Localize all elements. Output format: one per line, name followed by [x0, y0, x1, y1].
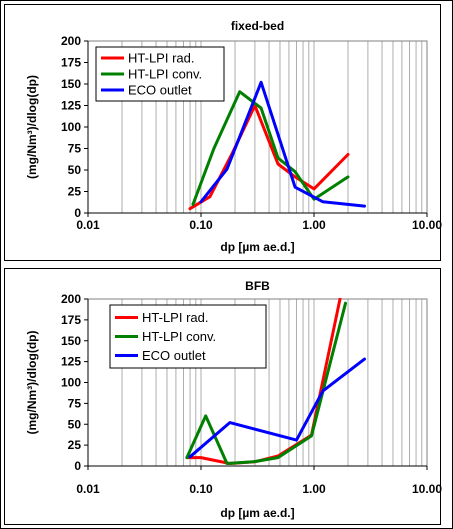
y-tick-label: 125	[61, 99, 81, 113]
y-tick-label: 0	[74, 459, 81, 473]
series-line-ht-lpi-conv-	[185, 301, 347, 465]
y-tick-label: 100	[61, 120, 81, 134]
y-tick-label: 125	[61, 355, 81, 369]
chart-title: fixed-bed	[231, 19, 284, 33]
y-tick-label: 200	[61, 292, 81, 306]
y-tick-label: 150	[61, 334, 81, 348]
y-axis-title: (mg/Nm³)/dlog(dp)	[25, 331, 39, 435]
legend-label: HT-LPI rad.	[128, 51, 194, 66]
legend-label: HT-LPI conv.	[128, 67, 202, 82]
y-tick-label: 25	[68, 185, 82, 199]
x-tick-label: 0.10	[189, 218, 213, 232]
x-tick-label: 0.01	[76, 218, 100, 232]
x-tick-label: 1.00	[302, 218, 326, 232]
x-axis-title: dp [µm ae.d.]	[220, 240, 294, 254]
series-line-eco-outlet	[188, 357, 366, 459]
y-tick-label: 175	[61, 56, 81, 70]
chart-title: BFB	[245, 279, 270, 293]
y-tick-label: 0	[74, 206, 81, 220]
y-tick-label: 100	[61, 376, 81, 390]
y-tick-label: 150	[61, 77, 81, 91]
y-tick-label: 75	[68, 396, 82, 410]
legend-label: HT-LPI conv.	[142, 329, 216, 344]
x-tick-label: 1.00	[302, 482, 326, 496]
legend-label: ECO outlet	[128, 83, 192, 98]
series-line-eco-outlet	[199, 80, 366, 208]
y-tick-label: 50	[68, 163, 82, 177]
y-tick-label: 75	[68, 142, 82, 156]
legend: HT-LPI rad.HT-LPI conv.ECO outlet	[95, 46, 225, 102]
chart-fixed-bed: 0 25 50 75 100 125 150 175 200 0.01 0.10 1.00 10.00 f…	[25, 19, 442, 254]
y-tick-label: 200	[61, 34, 81, 48]
x-tick-label: 10.00	[412, 482, 442, 496]
x-tick-label: 0.01	[76, 482, 100, 496]
legend-label: HT-LPI rad.	[142, 310, 208, 325]
legend: HT-LPI rad. HT-LPI conv. ECO outlet	[109, 304, 267, 369]
chart-bfb: 0 25 50 75 100 125 150 175 200 0.01 0.10 1.00 10.00 B…	[25, 279, 442, 520]
y-axis-title: (mg/Nm³)/dlog(dp)	[25, 75, 39, 179]
y-tick-label: 50	[68, 417, 82, 431]
x-tick-label: 10.00	[412, 218, 442, 232]
legend-label: ECO outlet	[142, 348, 206, 363]
y-tick-label: 25	[68, 438, 82, 452]
x-axis-title: dp [µm ae.d.]	[220, 506, 294, 520]
series-line-ht-lpi-rad-	[188, 104, 350, 211]
y-tick-label: 175	[61, 313, 81, 327]
x-tick-label: 0.10	[189, 482, 213, 496]
